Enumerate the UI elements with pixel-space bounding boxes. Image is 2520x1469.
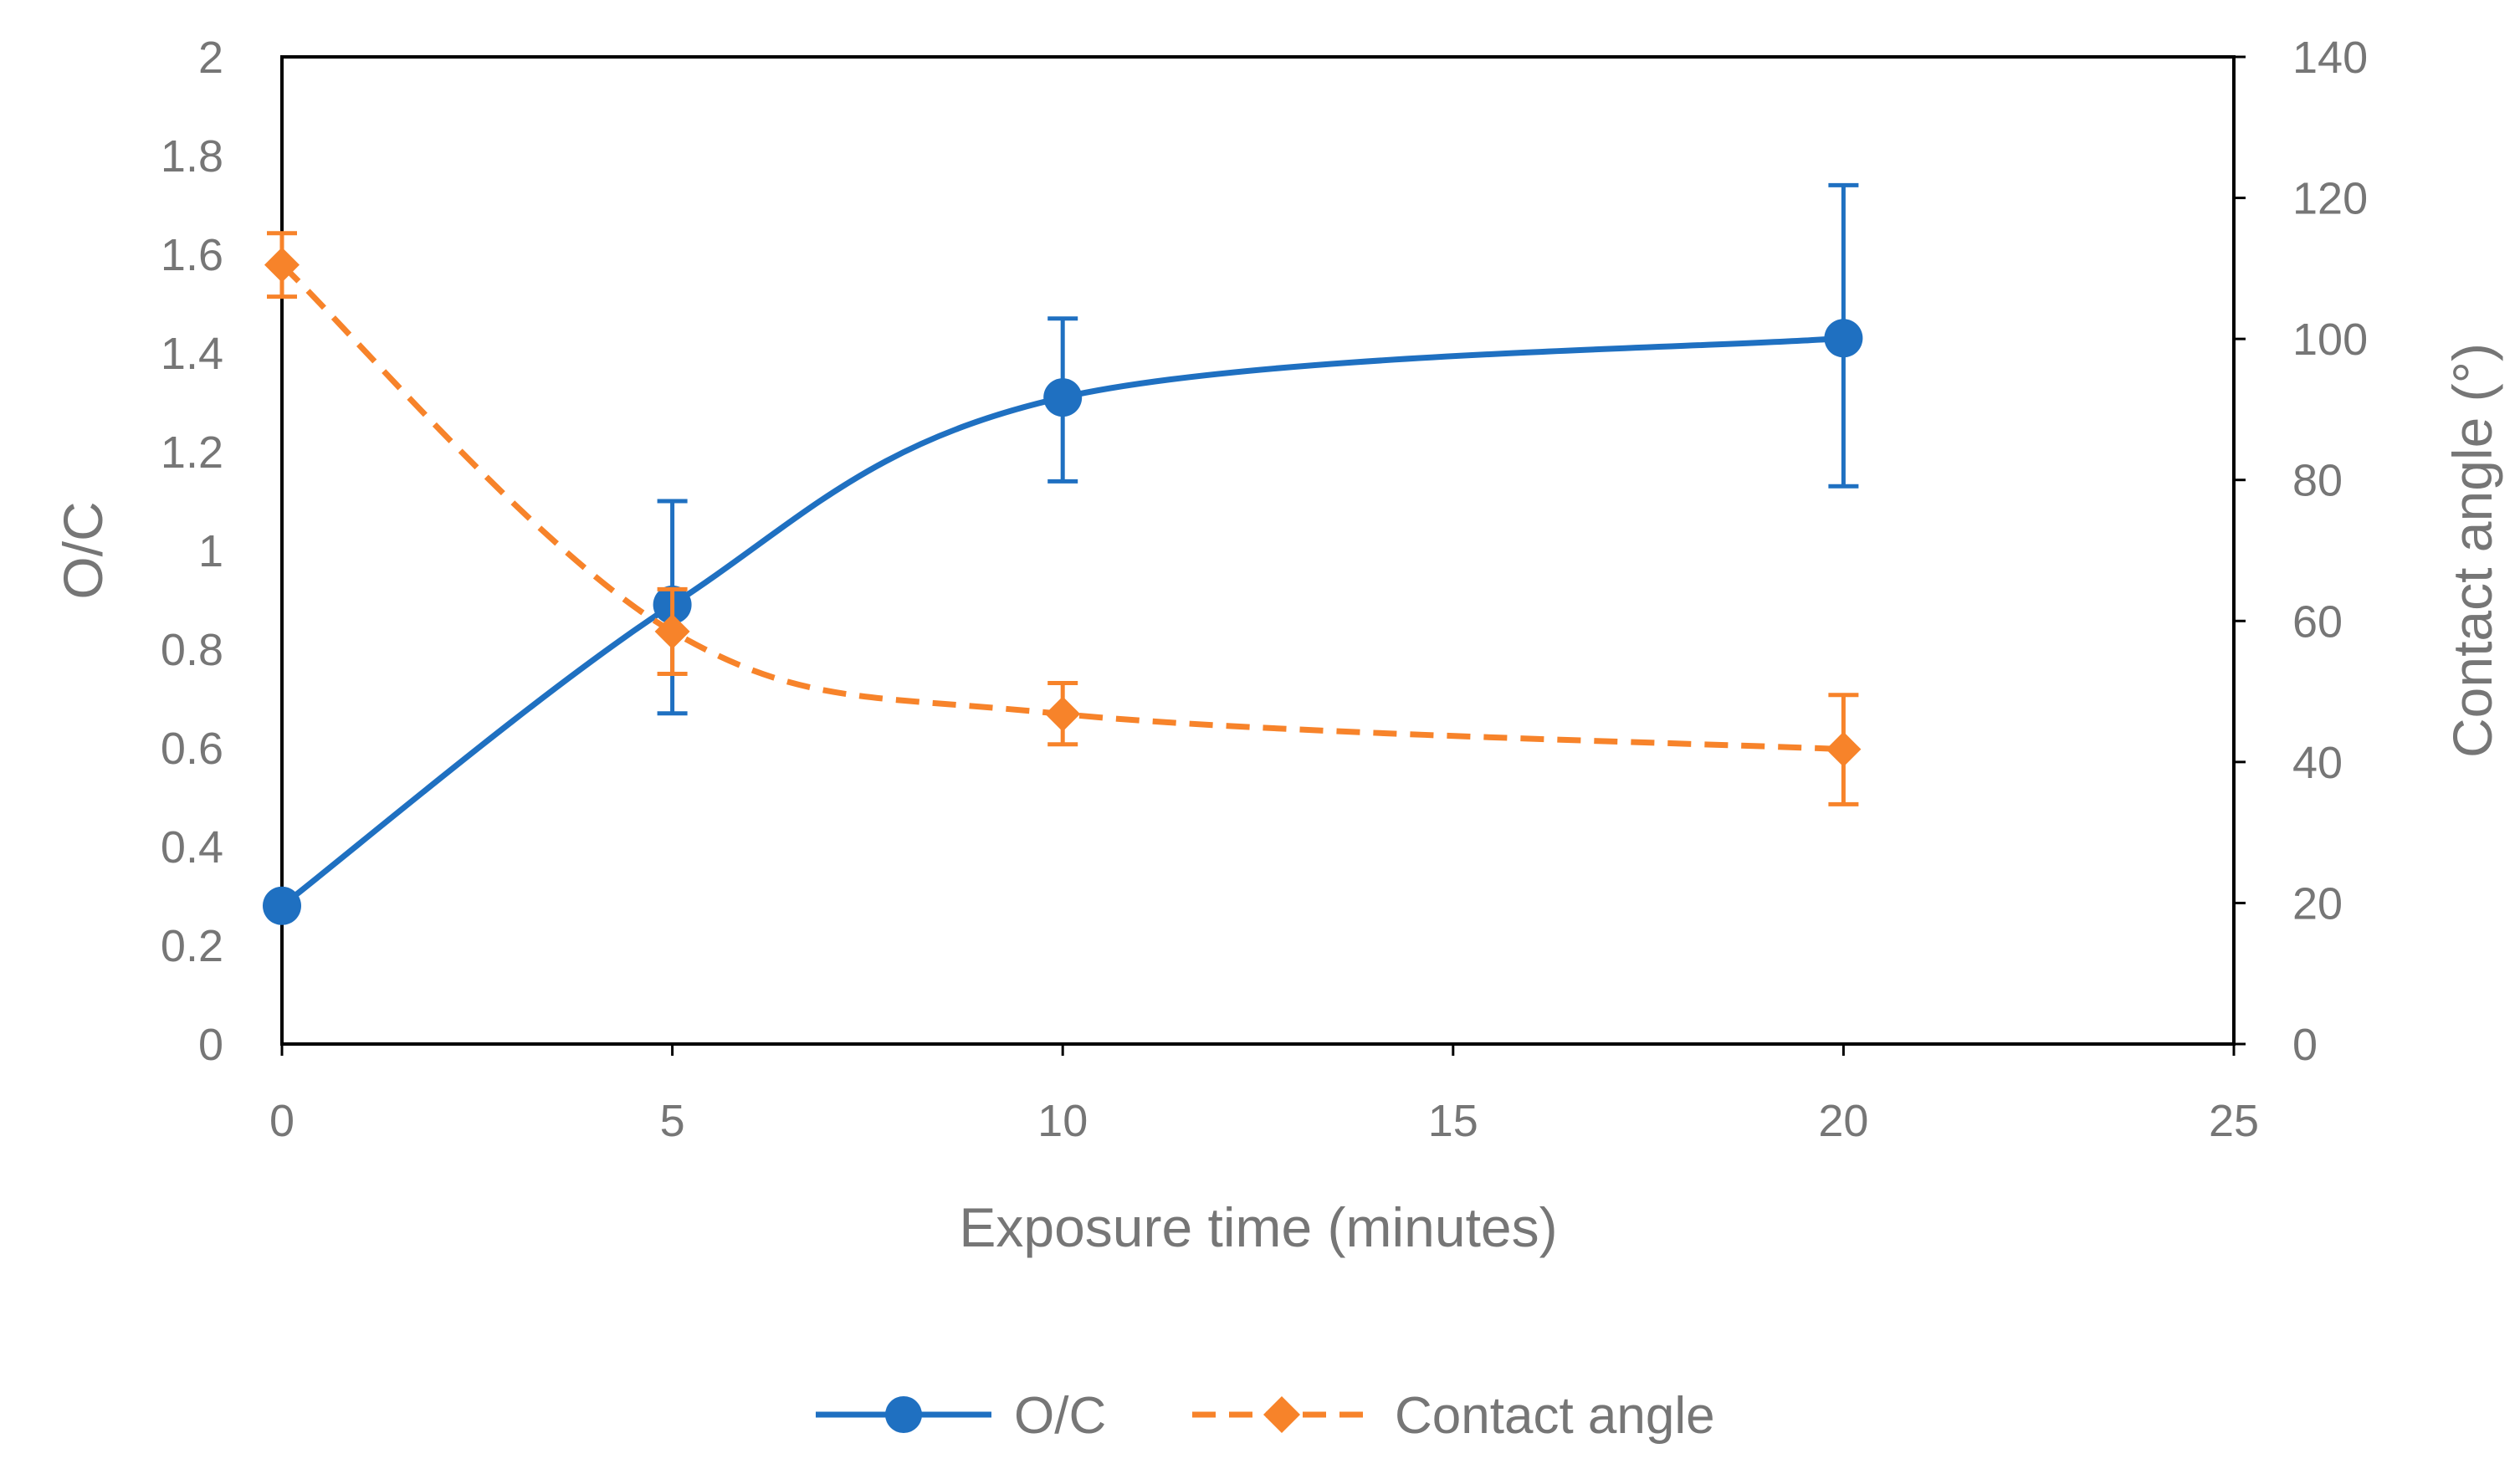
y-tick-label: 0.8 (161, 625, 223, 675)
y-tick-label: 1.2 (161, 427, 223, 478)
legend-oc-label: O/C (1014, 1387, 1106, 1445)
y-tick-label: 0.6 (161, 724, 223, 774)
x-axis-title: Exposure time (minutes) (959, 1196, 1557, 1258)
ticks-layer: 0 5 10 15 20 2500.20.40.60.811.21.41.61.82020… (161, 33, 2368, 1146)
legend-oc-marker (885, 1396, 922, 1433)
y2-tick-label: 20 (2292, 878, 2343, 929)
y-axis-title: O/C (52, 501, 114, 599)
x-tick-label: 25 (2209, 1096, 2259, 1146)
series-contact-angle (264, 231, 1862, 806)
series-line (279, 263, 1844, 753)
data-point (1043, 378, 1083, 417)
y-tick-label: 2 (198, 33, 223, 83)
data-point (1045, 696, 1081, 732)
series-oc (263, 182, 1863, 925)
y2-tick-label: 60 (2292, 596, 2343, 647)
legend-contact-label: Contact angle (1395, 1387, 1715, 1445)
data-point (654, 613, 690, 649)
y-tick-label: 1.6 (161, 230, 223, 280)
x-tick-label: 15 (1428, 1096, 1478, 1146)
data-point (1826, 731, 1862, 767)
y-tick-label: 0.2 (161, 921, 223, 971)
data-point (264, 247, 300, 283)
data-point (263, 886, 301, 925)
y-tick-label: 0 (198, 1020, 223, 1070)
y2-tick-label: 120 (2292, 174, 2368, 224)
legend-contact-marker (1263, 1396, 1300, 1433)
data-point (1824, 319, 1863, 358)
x-tick-label: 5 (660, 1096, 685, 1146)
series-layer (263, 182, 1863, 925)
y2-tick-label: 140 (2292, 33, 2368, 83)
y-tick-label: 1.4 (161, 329, 223, 379)
x-tick-label: 10 (1037, 1096, 1088, 1146)
y2-tick-label: 100 (2292, 315, 2368, 365)
x-tick-label: 20 (1818, 1096, 1868, 1146)
y2-tick-label: 80 (2292, 456, 2343, 506)
y2-tick-label: 40 (2292, 738, 2343, 788)
y-tick-label: 0.4 (161, 822, 223, 873)
legend: O/C Contact angle (816, 1387, 1715, 1445)
y2-tick-label: 0 (2292, 1020, 2318, 1070)
y-tick-label: 1 (198, 526, 223, 576)
plot-area (280, 55, 2236, 1046)
y-tick-label: 1.8 (161, 131, 223, 182)
x-tick-label: 0 (269, 1096, 295, 1146)
y2-axis-title: Contact angle (°) (2441, 343, 2503, 758)
series-line (279, 335, 1844, 909)
